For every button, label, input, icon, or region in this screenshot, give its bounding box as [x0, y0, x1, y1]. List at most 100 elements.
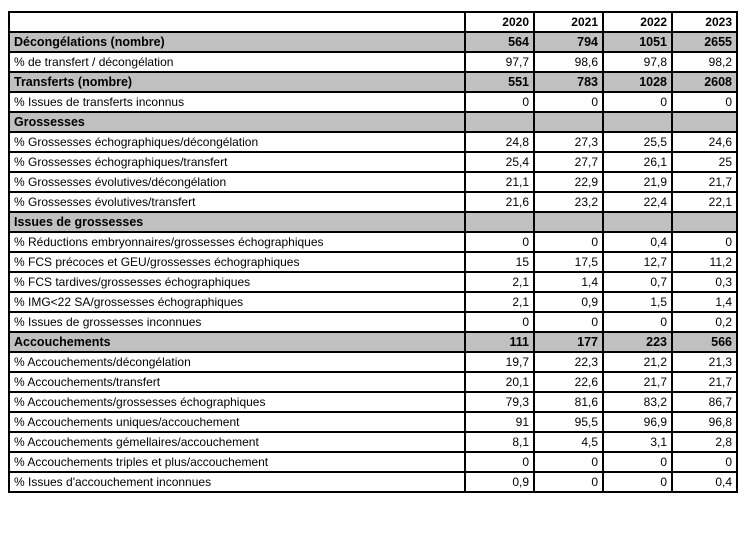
cell-value: 25,5 — [602, 131, 673, 153]
row-label: % FCS tardives/grossesses échographiques — [8, 271, 466, 293]
table-row: % Grossesses échographiques/décongélatio… — [8, 131, 738, 153]
cell-value: 0 — [533, 231, 604, 253]
cell-value: 0 — [602, 311, 673, 333]
header-year-cell: 2021 — [533, 11, 604, 33]
cell-value: 0 — [533, 451, 604, 473]
row-label: % Accouchements/décongélation — [8, 351, 466, 373]
cell-value: 2,1 — [464, 271, 535, 293]
row-label: % Accouchements uniques/accouchement — [8, 411, 466, 433]
table-row: % Réductions embryonnaires/grossesses éc… — [8, 231, 738, 253]
cell-value: 783 — [533, 71, 604, 93]
header-row: 2020 2021 2022 2023 — [8, 11, 738, 33]
row-label: % Grossesses échographiques/transfert — [8, 151, 466, 173]
cell-value: 24,6 — [671, 131, 738, 153]
cell-value: 98,2 — [671, 51, 738, 73]
cell-value: 21,7 — [671, 371, 738, 393]
row-label: % Issues d'accouchement inconnues — [8, 471, 466, 493]
cell-value: 177 — [533, 331, 604, 353]
cell-value: 2,8 — [671, 431, 738, 453]
cell-value: 0 — [533, 91, 604, 113]
cell-value: 21,2 — [602, 351, 673, 373]
cell-value: 25 — [671, 151, 738, 173]
row-label: % de transfert / décongélation — [8, 51, 466, 73]
cell-value: 0 — [602, 471, 673, 493]
cell-value: 0 — [533, 471, 604, 493]
table-row: % Grossesses échographiques/transfert 25,… — [8, 151, 738, 173]
cell-value: 2655 — [671, 31, 738, 53]
cell-value: 0,7 — [602, 271, 673, 293]
row-label: Issues de grossesses — [8, 211, 466, 233]
cell-value: 22,4 — [602, 191, 673, 213]
table-row: % Grossesses évolutives/transfert 21,6 23,… — [8, 191, 738, 213]
cell-value: 22,3 — [533, 351, 604, 373]
cell-value: 0 — [464, 231, 535, 253]
cell-value: 15 — [464, 251, 535, 273]
cell-value: 23,2 — [533, 191, 604, 213]
cell-value: 91 — [464, 411, 535, 433]
table-row: % de transfert / décongélation 97,7 98,6 97… — [8, 51, 738, 73]
table-row: % Accouchements/décongélation 19,7 22,3 21,… — [8, 351, 738, 373]
cell-value: 0,2 — [671, 311, 738, 333]
table-row: % Issues d'accouchement inconnues 0,9 0 0 0,… — [8, 471, 738, 493]
cell-value: 0,4 — [671, 471, 738, 493]
cell-value: 22,6 — [533, 371, 604, 393]
cell-value: 1,5 — [602, 291, 673, 313]
cell-value: 97,8 — [602, 51, 673, 73]
cell-value: 17,5 — [533, 251, 604, 273]
cell-value: 0 — [602, 91, 673, 113]
cell-value: 0,3 — [671, 271, 738, 293]
cell-value: 22,9 — [533, 171, 604, 193]
cell-value: 111 — [464, 331, 535, 353]
cell-value: 1028 — [602, 71, 673, 93]
cell-value — [464, 211, 535, 233]
row-label: Transferts (nombre) — [8, 71, 466, 93]
cell-value: 11,2 — [671, 251, 738, 273]
row-label: % Accouchements gémellaires/accouchement — [8, 431, 466, 453]
cell-value — [602, 211, 673, 233]
table-row: % Accouchements gémellaires/accouchement… — [8, 431, 738, 453]
cell-value: 0,9 — [533, 291, 604, 313]
table-row: % Issues de transferts inconnus 0 0 0 0 — [8, 91, 738, 113]
cell-value: 21,6 — [464, 191, 535, 213]
cell-value: 98,6 — [533, 51, 604, 73]
cell-value — [533, 111, 604, 133]
cell-value: 26,1 — [602, 151, 673, 173]
row-label: % Grossesses échographiques/décongélatio… — [8, 131, 466, 153]
table-row: % FCS tardives/grossesses échographiques… — [8, 271, 738, 293]
cell-value: 794 — [533, 31, 604, 53]
table-row: % Issues de grossesses inconnues 0 0 0 0,2 — [8, 311, 738, 333]
cell-value: 20,1 — [464, 371, 535, 393]
row-label: % Grossesses évolutives/décongélation — [8, 171, 466, 193]
row-label: % Accouchements/transfert — [8, 371, 466, 393]
row-label: Décongélations (nombre) — [8, 31, 466, 53]
section-row: Accouchements 111 177 223 566 — [8, 331, 738, 353]
cell-value: 97,7 — [464, 51, 535, 73]
cell-value: 96,8 — [671, 411, 738, 433]
cell-value: 25,4 — [464, 151, 535, 173]
cell-value: 223 — [602, 331, 673, 353]
cell-value: 27,3 — [533, 131, 604, 153]
cell-value: 0 — [464, 311, 535, 333]
statistics-table: 2020 2021 2022 2023 Décongélations (nombre)… — [8, 11, 738, 493]
cell-value — [464, 111, 535, 133]
cell-value: 1051 — [602, 31, 673, 53]
header-year-cell: 2022 — [602, 11, 673, 33]
section-row: Issues de grossesses — [8, 211, 738, 233]
cell-value: 96,9 — [602, 411, 673, 433]
cell-value: 0 — [464, 451, 535, 473]
cell-value: 0 — [533, 311, 604, 333]
row-label: Accouchements — [8, 331, 466, 353]
cell-value: 81,6 — [533, 391, 604, 413]
cell-value — [533, 211, 604, 233]
cell-value: 12,7 — [602, 251, 673, 273]
cell-value: 0 — [671, 91, 738, 113]
table-row: % FCS précoces et GEU/grossesses échogra… — [8, 251, 738, 273]
cell-value: 21,7 — [602, 371, 673, 393]
header-year-cell: 2020 — [464, 11, 535, 33]
section-row: Transferts (nombre) 551 783 1028 2608 — [8, 71, 738, 93]
section-row: Décongélations (nombre) 564 794 1051 2655 — [8, 31, 738, 53]
cell-value: 0,4 — [602, 231, 673, 253]
cell-value: 21,9 — [602, 171, 673, 193]
cell-value: 83,2 — [602, 391, 673, 413]
cell-value: 0,9 — [464, 471, 535, 493]
